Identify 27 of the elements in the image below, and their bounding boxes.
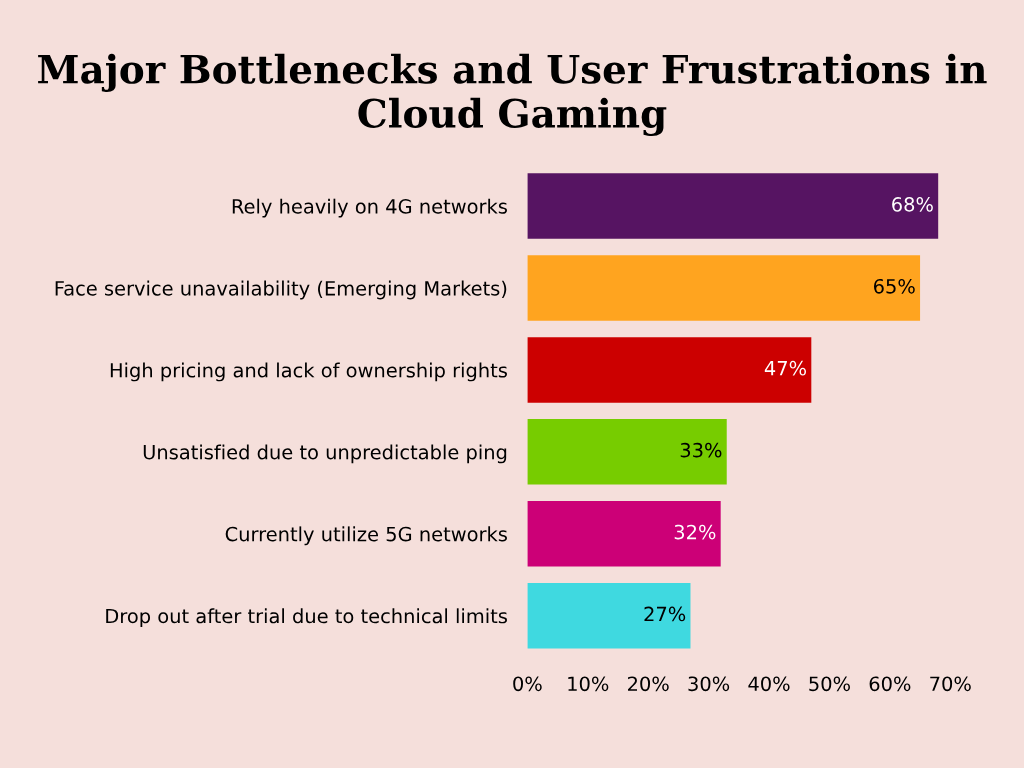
- y-tick-label: Unsatisfied due to unpredictable ping: [143, 444, 507, 464]
- x-tick-label: 50%: [809, 676, 850, 692]
- bar: [527, 582, 691, 649]
- bar: [527, 173, 939, 239]
- y-tick-label: High pricing and lack of ownership rights: [110, 362, 507, 382]
- y-tick-label: Currently utilize 5G networks: [225, 526, 507, 546]
- data-label: 27%: [644, 606, 686, 622]
- x-tick-label: 70%: [930, 676, 971, 692]
- x-tick-label: 40%: [748, 676, 790, 692]
- x-tick-label: 60%: [869, 676, 911, 692]
- bar: [527, 337, 812, 403]
- y-tick-label: Face service unavailability (Emerging Markets): [55, 280, 507, 300]
- x-tick-label: 10%: [568, 676, 609, 692]
- x-tick-label: 0%: [513, 676, 542, 692]
- data-label: 68%: [892, 197, 933, 212]
- bar: [527, 419, 727, 485]
- chart-title: Major Bottlenecks and User Frustrations in Cloud Gaming: [38, 53, 987, 137]
- data-label: 65%: [873, 278, 915, 294]
- y-tick-label: Drop out after trial due to technical limits: [106, 608, 507, 628]
- x-tick-label: 20%: [628, 676, 669, 692]
- data-label: 33%: [680, 442, 722, 458]
- x-tick-label: 30%: [688, 676, 730, 692]
- bar: [527, 255, 921, 321]
- data-label: 47%: [764, 360, 807, 376]
- y-tick-label: Rely heavily on 4G networks: [232, 198, 507, 218]
- data-label: 32%: [674, 524, 716, 540]
- bar: [527, 500, 721, 567]
